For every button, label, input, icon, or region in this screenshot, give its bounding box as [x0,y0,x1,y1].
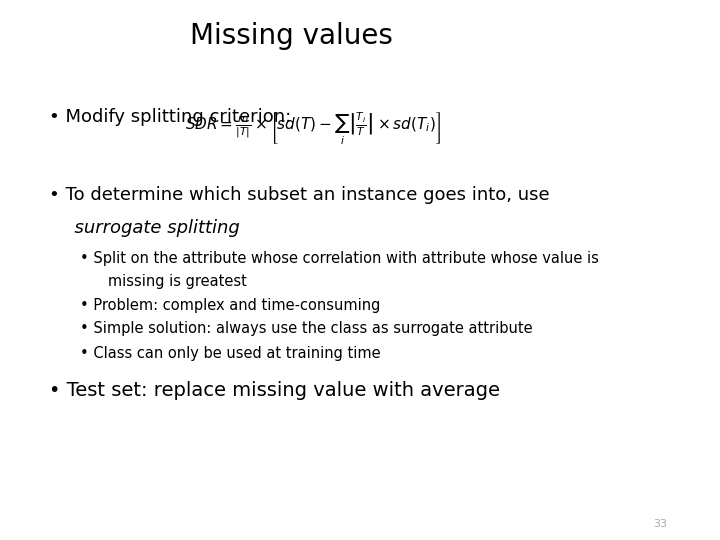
Text: • Simple solution: always use the class as surrogate attribute: • Simple solution: always use the class … [80,321,533,336]
Text: • Modify splitting criterion:: • Modify splitting criterion: [49,108,291,126]
Text: • Problem: complex and time-consuming: • Problem: complex and time-consuming [80,298,380,313]
Text: Missing values: Missing values [191,22,393,50]
Text: missing is greatest: missing is greatest [94,274,247,289]
Text: 33: 33 [653,519,667,529]
Text: • Class can only be used at training time: • Class can only be used at training tim… [80,346,381,361]
Text: surrogate splitting: surrogate splitting [63,219,239,237]
Text: • Test set: replace missing value with average: • Test set: replace missing value with a… [49,381,500,400]
Text: • Split on the attribute whose correlation with attribute whose value is: • Split on the attribute whose correlati… [80,251,599,266]
Text: $SDR = \frac{m}{|T|} \times \left[ sd(T) - \sum_i \left|\frac{T_i}{T}\right| \ti: $SDR = \frac{m}{|T|} \times \left[ sd(T)… [185,111,441,147]
Text: • To determine which subset an instance goes into, use: • To determine which subset an instance … [49,186,549,204]
